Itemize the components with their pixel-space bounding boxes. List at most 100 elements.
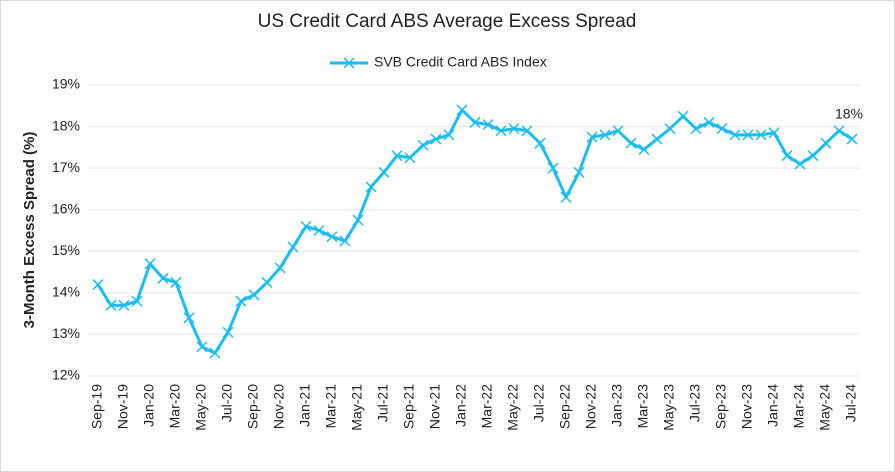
x-tick-label: Jul-21 [375,384,391,422]
point-marker [430,133,442,145]
point-marker [131,295,143,307]
point-marker [495,125,507,137]
x-tick-label: May-23 [661,384,677,431]
point-marker [417,139,429,151]
x-tick-label: Jul-23 [687,384,703,422]
x-tick-label: Jan-22 [453,384,469,427]
point-marker [820,137,832,149]
point-marker [300,220,312,232]
y-axis-label: 3-Month Excess Spread (%) [21,132,38,329]
point-marker [508,123,520,135]
y-tick-label: 17% [52,159,80,175]
legend-label: SVB Credit Card ABS Index [374,54,547,70]
point-marker [547,162,559,174]
point-marker [560,191,572,203]
point-marker [248,289,260,301]
x-tick-label: Sep-21 [401,384,417,429]
point-marker [586,131,598,143]
point-marker [625,137,637,149]
point-marker [274,262,286,274]
point-marker [716,123,728,135]
point-marker [573,166,585,178]
point-marker [235,295,247,307]
y-tick-label: 18% [52,117,80,133]
point-marker [170,276,182,288]
x-tick-label: Jan-24 [765,384,781,427]
point-marker [209,347,221,359]
point-marker [157,272,169,284]
x-tick-label: Mar-20 [167,384,183,429]
point-marker [755,129,767,141]
point-marker [599,129,611,141]
point-marker [521,125,533,137]
point-marker [729,129,741,141]
y-tick-label: 15% [52,242,80,258]
x-tick-label: Sep-20 [245,384,261,429]
point-marker [339,235,351,247]
point-marker [443,129,455,141]
x-tick-label: Mar-23 [635,384,651,429]
x-tick-label: Jul-20 [219,384,235,422]
point-marker [196,341,208,353]
point-marker [807,150,819,162]
x-tick-label: Sep-19 [89,384,105,429]
point-marker [105,299,117,311]
x-tick-label: May-22 [505,384,521,431]
y-tick-label: 16% [52,200,80,216]
point-marker [742,129,754,141]
x-tick-label: Nov-20 [271,384,287,429]
point-marker [534,137,546,149]
point-marker [118,299,130,311]
point-marker [781,150,793,162]
point-marker [222,326,234,338]
x-tick-label: Sep-23 [713,384,729,429]
point-marker [92,279,104,291]
point-marker [690,123,702,135]
point-marker [326,231,338,243]
x-tick-label: Jan-23 [609,384,625,427]
point-marker [261,276,273,288]
x-tick-label: Jul-22 [531,384,547,422]
y-tick-label: 12% [52,367,80,383]
x-tick-label: Jan-20 [141,384,157,427]
point-marker [144,258,156,270]
chart-title: US Credit Card ABS Average Excess Spread [258,11,637,32]
y-tick-label: 13% [52,325,80,341]
x-tick-label: Mar-21 [323,384,339,429]
point-marker [287,241,299,253]
point-marker [183,312,195,324]
point-marker [456,104,468,116]
point-marker [391,150,403,162]
x-tick-label: Nov-22 [583,384,599,429]
point-marker [378,166,390,178]
x-tick-label: Nov-19 [115,384,131,429]
data-label: 18% [835,105,863,121]
point-marker [404,152,416,164]
point-marker [833,125,845,137]
x-tick-label: May-21 [349,384,365,431]
point-marker [352,214,364,226]
legend-marker [343,57,355,69]
point-marker [768,127,780,139]
y-tick-label: 14% [52,284,80,300]
point-marker [846,133,858,145]
point-marker [651,133,663,145]
x-tick-label: May-20 [193,384,209,431]
point-marker [482,118,494,131]
point-marker [664,123,676,135]
x-tick-label: May-24 [817,384,833,431]
x-tick-label: Mar-22 [479,384,495,429]
point-marker [703,116,715,128]
point-marker [638,143,650,155]
point-marker [313,224,325,237]
point-marker [365,181,377,193]
x-tick-label: Jul-24 [843,384,859,422]
x-tick-label: Nov-23 [739,384,755,429]
point-marker [794,158,806,170]
x-tick-label: Sep-22 [557,384,573,429]
x-tick-label: Nov-21 [427,384,443,429]
point-marker [677,110,689,122]
